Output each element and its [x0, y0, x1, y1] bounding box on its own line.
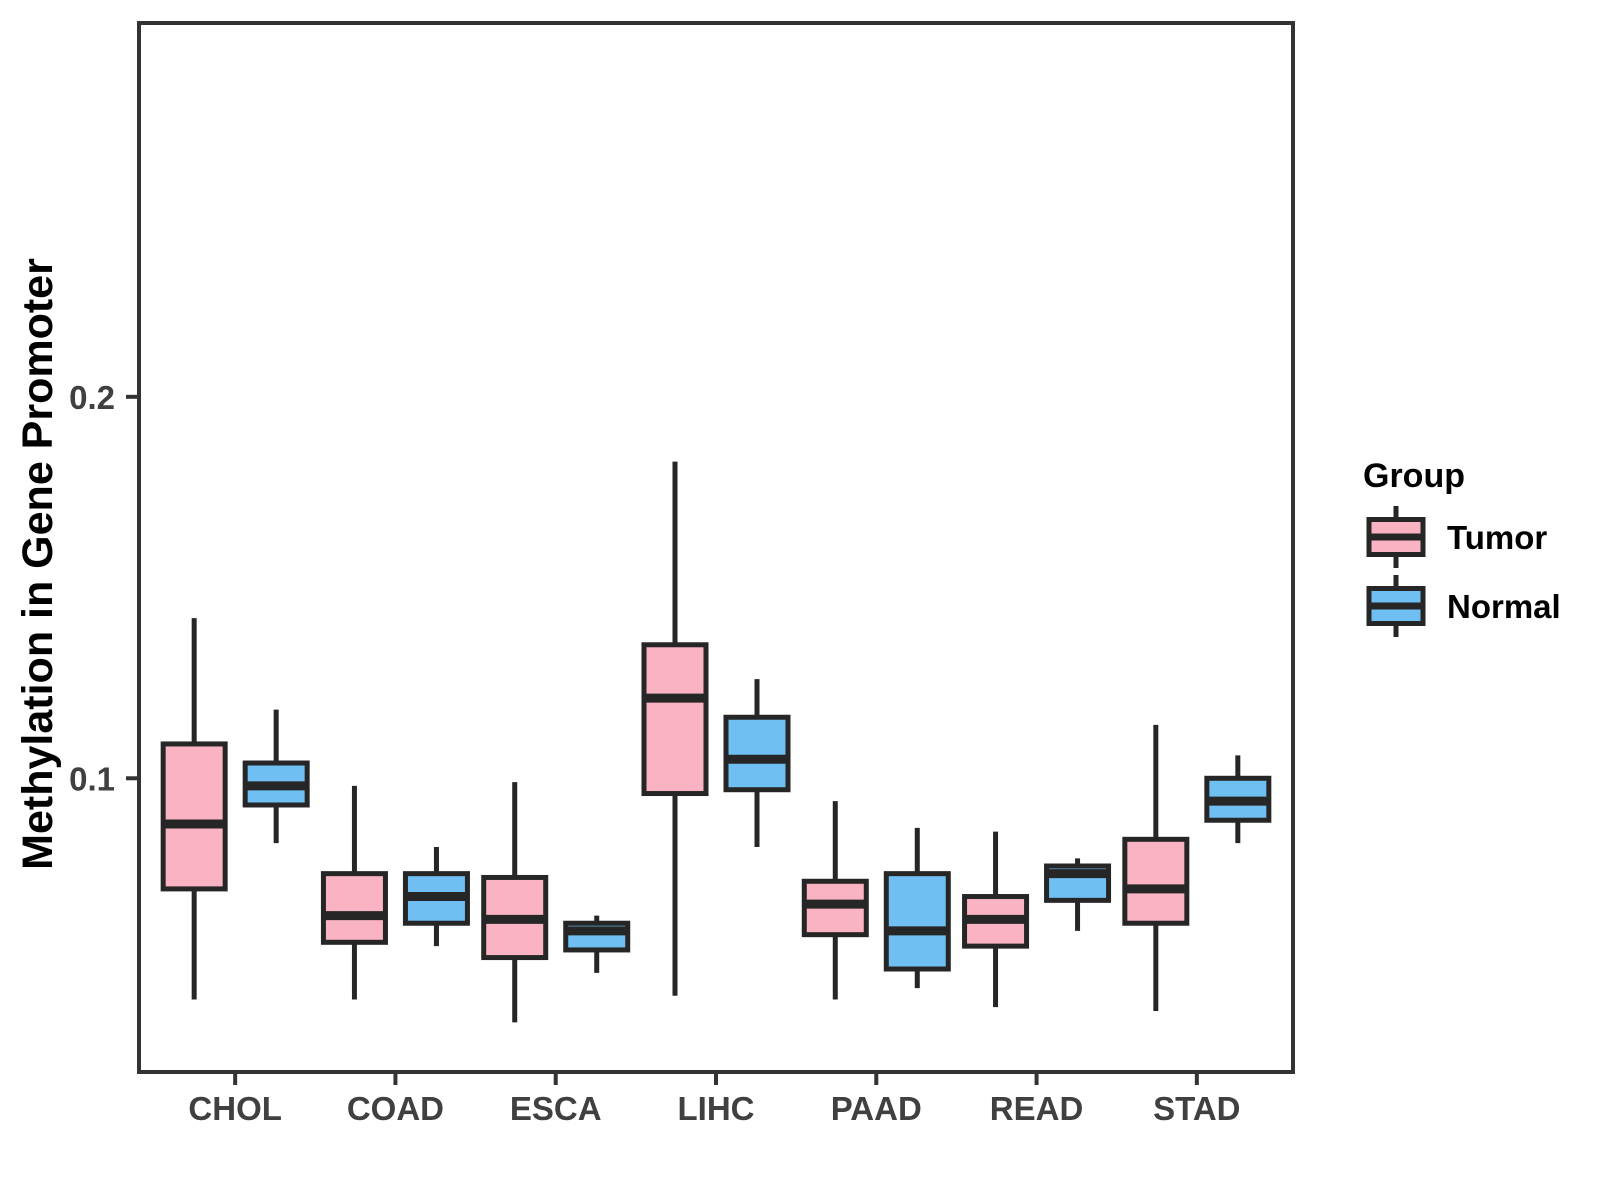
- x-tick-label-stad: STAD: [1153, 1090, 1240, 1127]
- box-tumor-stad: [1122, 836, 1190, 926]
- box-tumor-lihc: [641, 642, 709, 797]
- legend-label-normal: Normal: [1447, 588, 1561, 625]
- legend-title: Group: [1363, 457, 1465, 495]
- x-tick-label-chol: CHOL: [188, 1090, 282, 1127]
- box-normal-paad: [883, 871, 951, 972]
- x-tick-label-read: READ: [990, 1090, 1084, 1127]
- y-axis-title: Methylation in Gene Promoter: [14, 258, 62, 870]
- y-tick-label: 0.1: [69, 760, 115, 797]
- box-tumor-chol: [160, 741, 228, 892]
- x-tick-label-lihc: LIHC: [678, 1090, 755, 1127]
- x-tick-label-paad: PAAD: [831, 1090, 922, 1127]
- y-tick-label: 0.2: [69, 379, 115, 416]
- boxes-layer: [160, 642, 1272, 972]
- axes-layer: 0.1 0.2 CHOL COAD ESCA LIHC PAAD READ STAD: [69, 21, 1295, 1127]
- legend: Group Tumor Normal: [1363, 457, 1561, 637]
- x-tick-label-esca: ESCA: [510, 1090, 602, 1127]
- legend-keys: [1366, 506, 1426, 637]
- box-tumor-coad: [320, 871, 388, 945]
- box-normal-lihc: [723, 714, 791, 793]
- x-tick-label-coad: COAD: [347, 1090, 444, 1127]
- legend-label-tumor: Tumor: [1447, 519, 1547, 556]
- panel-border: [137, 21, 1295, 1074]
